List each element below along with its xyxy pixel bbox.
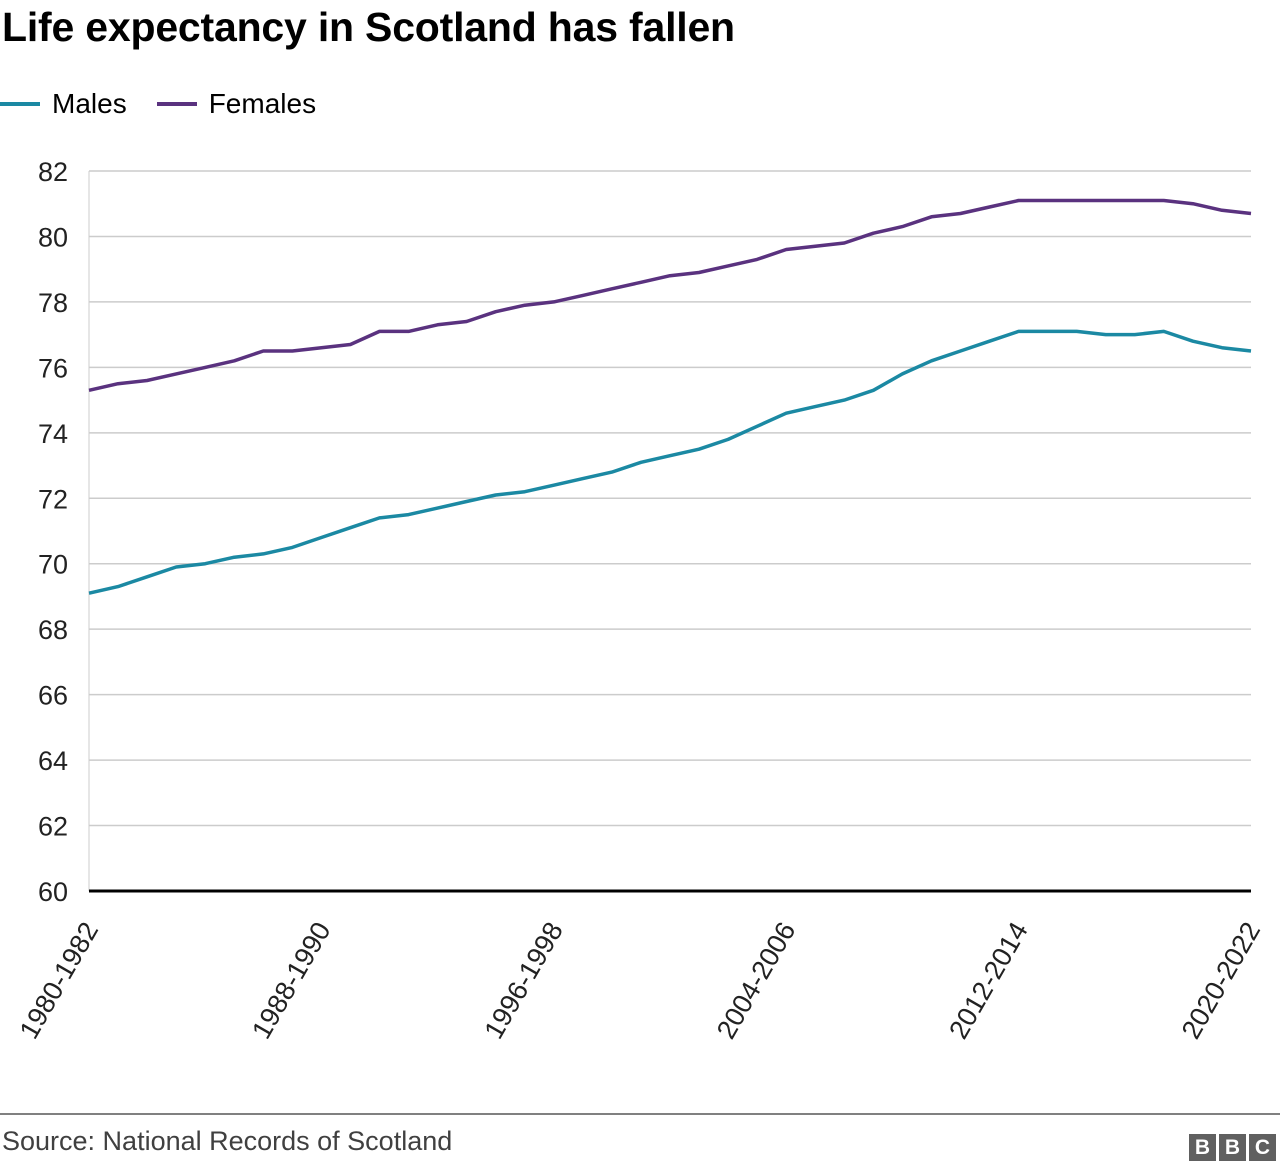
legend-label-females: Females <box>208 88 317 119</box>
y-tick-label: 70 <box>38 550 68 580</box>
series-line-females <box>88 198 1252 393</box>
y-tick-label: 72 <box>38 484 68 514</box>
y-tick-label: 60 <box>38 877 68 907</box>
y-tick-label: 66 <box>38 681 68 711</box>
series-line-males <box>88 329 1252 595</box>
line-chart: 60 62 64 66 68 70 72 74 76 78 80 82 1980-1982 1988-1… <box>14 157 1267 1044</box>
bbc-logo-letter: B <box>1189 1134 1216 1161</box>
legend-item-females: Females <box>156 88 317 120</box>
bbc-logo-letter: B <box>1219 1134 1246 1161</box>
bbc-logo-letter: C <box>1249 1134 1276 1161</box>
legend-label-males: Males <box>52 88 127 119</box>
chart-title: Life expectancy in Scotland has fallen <box>2 4 735 50</box>
legend-swatch-males <box>0 102 40 106</box>
x-tick-label: 2004-2006 <box>711 917 802 1044</box>
x-tick-label: 2020-2022 <box>1176 917 1267 1044</box>
footer-divider <box>0 1113 1280 1115</box>
x-tick-label: 1988-1990 <box>246 917 337 1044</box>
y-tick-label: 64 <box>38 746 68 776</box>
bbc-logo: B B C <box>1189 1134 1276 1161</box>
legend-swatch-females <box>156 102 197 106</box>
x-tick-label: 1996-1998 <box>478 917 569 1044</box>
y-tick-label: 76 <box>38 353 68 383</box>
y-tick-label: 78 <box>38 288 68 318</box>
series-lines <box>88 198 1252 595</box>
source-note: Source: National Records of Scotland <box>2 1126 453 1156</box>
x-tick-label: 2012-2014 <box>943 917 1034 1044</box>
x-axis-ticks: 1980-1982 1988-1990 1996-1998 2004-2006 2012… <box>14 917 1267 1044</box>
y-axis-ticks: 60 62 64 66 68 70 72 74 76 78 80 82 <box>38 157 68 907</box>
legend-item-males: Males <box>0 88 127 120</box>
y-tick-label: 82 <box>38 157 68 187</box>
x-tick-label: 1980-1982 <box>14 917 105 1044</box>
y-tick-label: 68 <box>38 615 68 645</box>
y-tick-label: 74 <box>38 419 68 449</box>
legend: Males Females <box>0 88 346 120</box>
y-tick-label: 80 <box>38 222 68 252</box>
y-tick-label: 62 <box>38 812 68 842</box>
gridlines <box>88 170 1251 893</box>
